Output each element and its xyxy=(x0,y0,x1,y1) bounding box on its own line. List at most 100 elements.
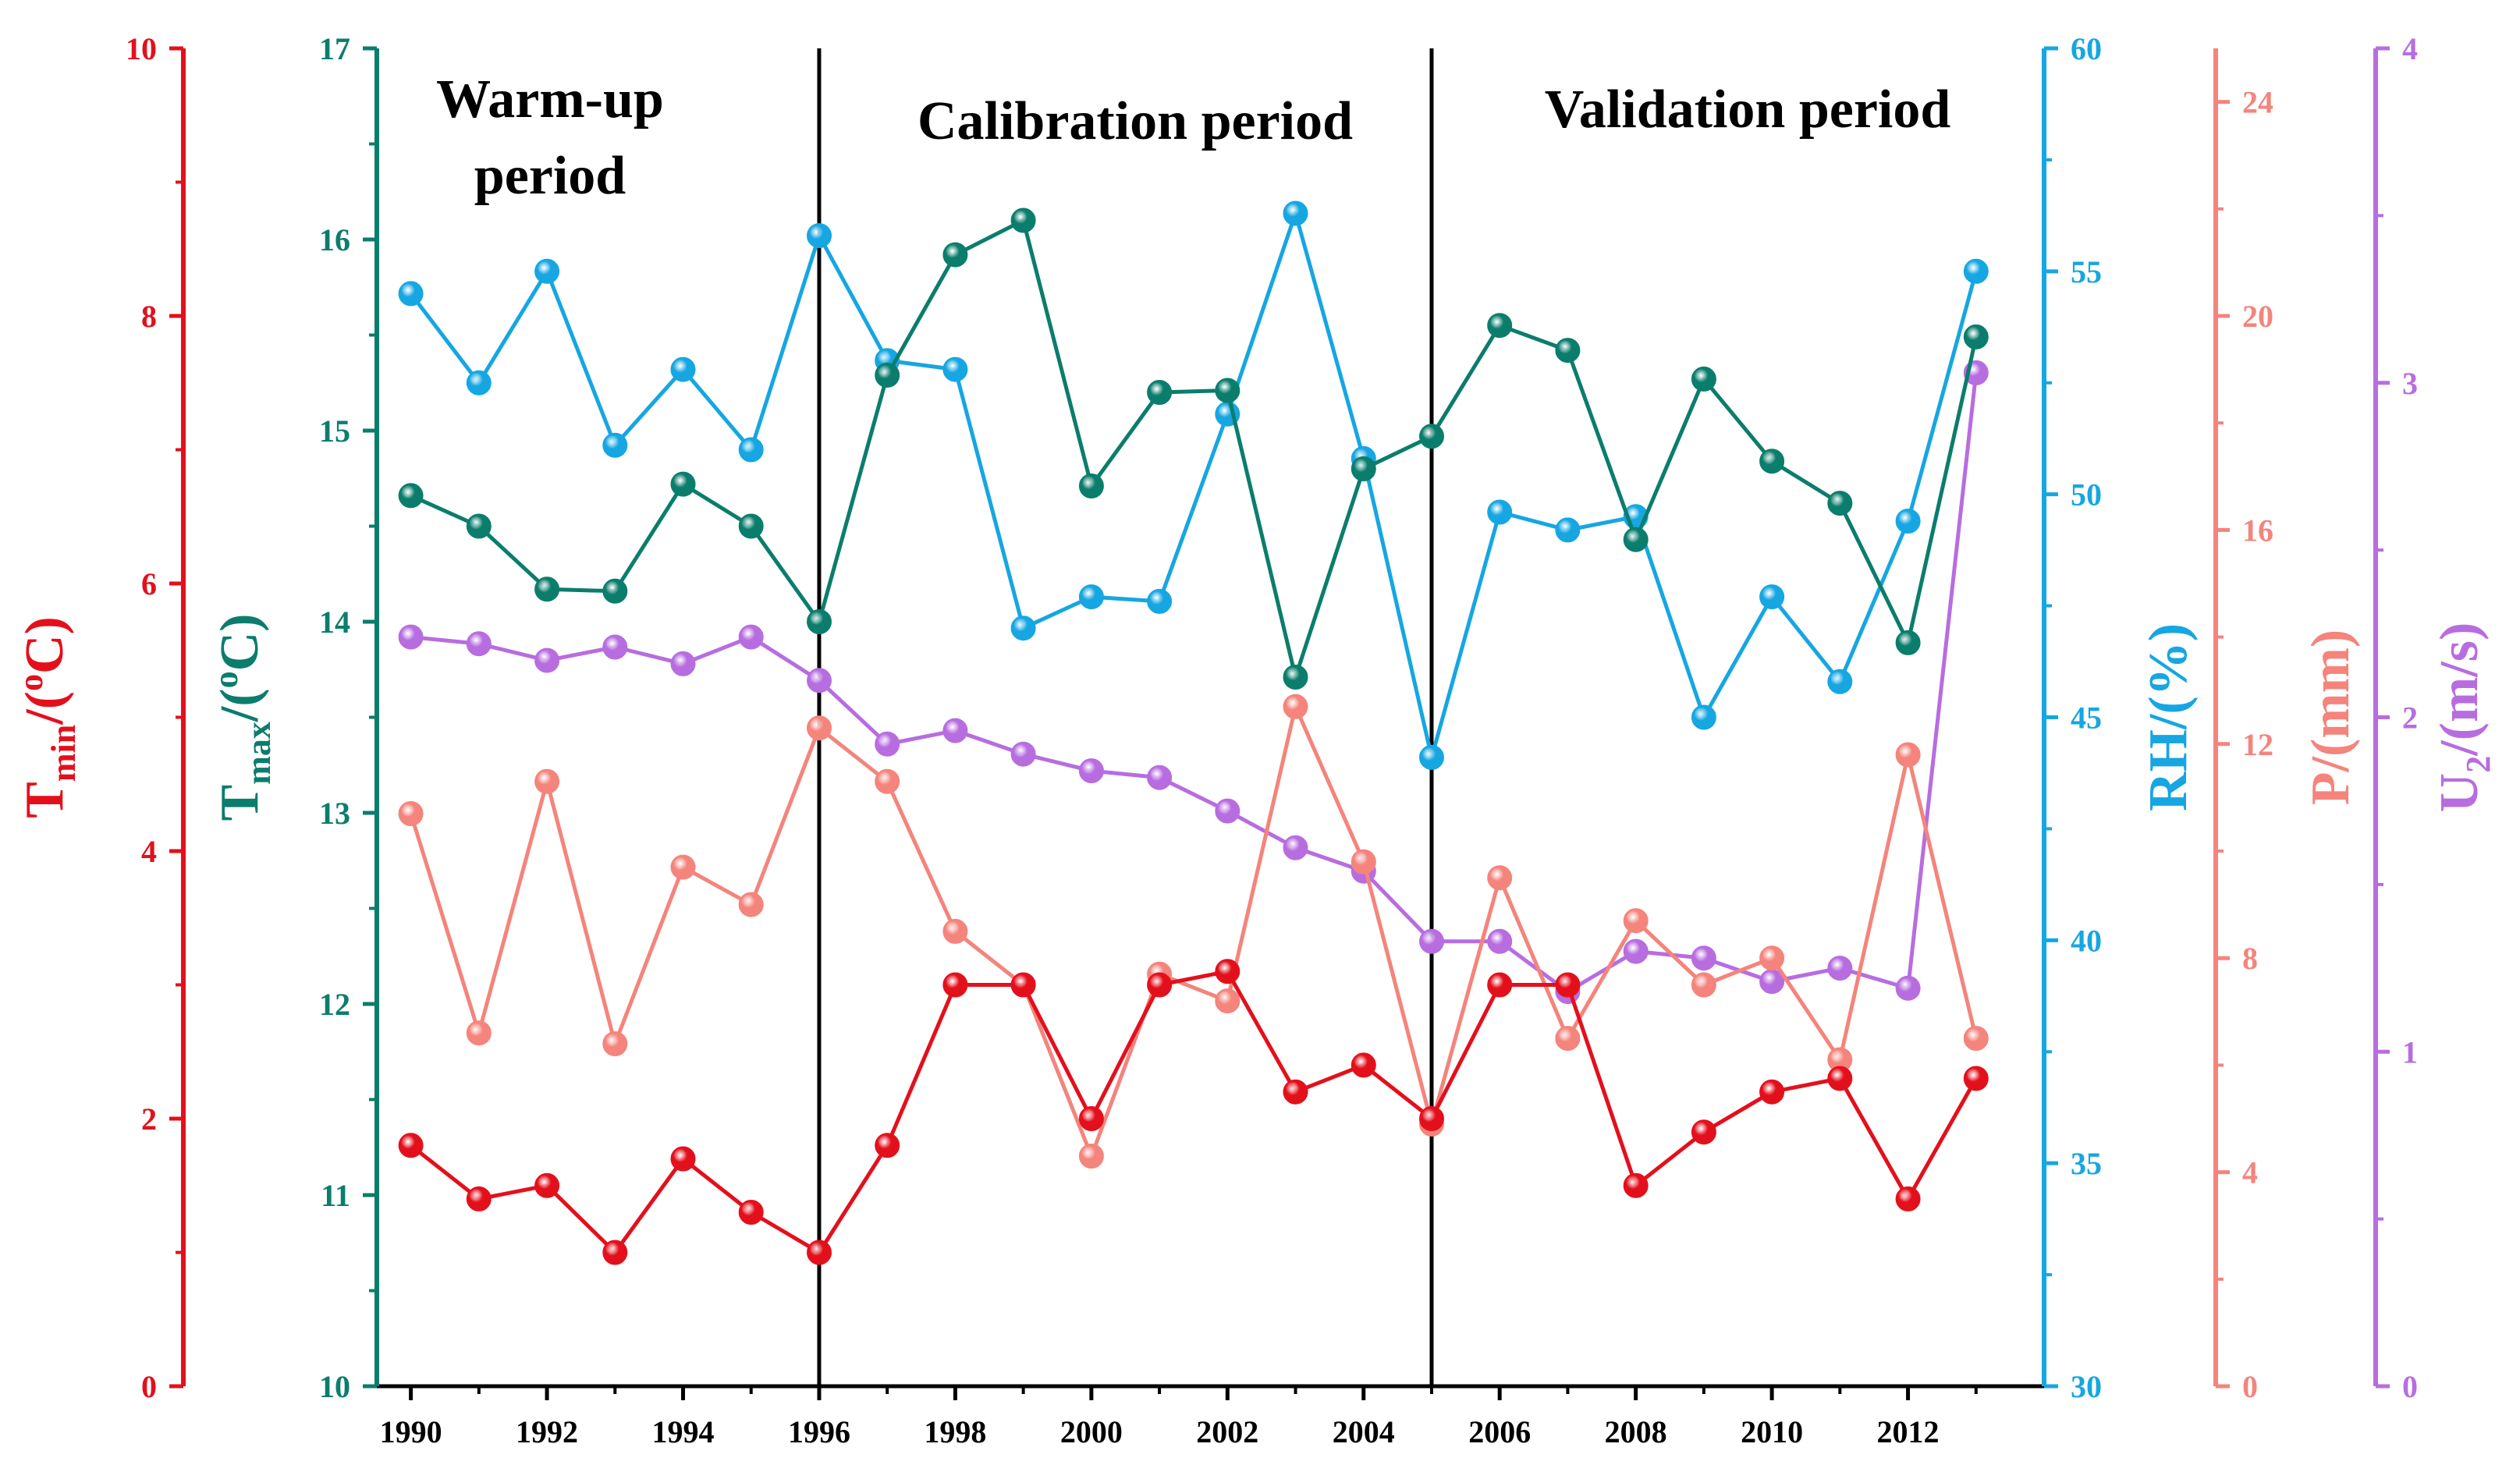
tmax-tick-label: 12 xyxy=(319,987,350,1022)
tmax-point-1996 xyxy=(807,609,832,634)
tmax-tick-label: 10 xyxy=(319,1369,350,1404)
p-point-1990 xyxy=(398,801,424,826)
u2-point-2012 xyxy=(1895,975,1921,1001)
tmax-point-2009 xyxy=(1691,366,1716,392)
tmin-point-2003 xyxy=(1283,1079,1308,1105)
tmin-point-2005 xyxy=(1419,1106,1444,1131)
x-tick-label: 1996 xyxy=(788,1414,850,1449)
x-tick-label: 1994 xyxy=(652,1414,715,1449)
rh-point-2006 xyxy=(1487,499,1513,525)
u2-point-2006 xyxy=(1487,928,1513,954)
p-point-2013 xyxy=(1963,1026,1989,1052)
tmin-point-2001 xyxy=(1147,972,1173,998)
tmax-axis-title: Tmax/(oC) xyxy=(207,614,278,821)
x-axis: 1990 1992 1994 1996 1998 2000 2002 2004 2006 2008… xyxy=(377,1384,2044,1449)
tmin-tick-label: 0 xyxy=(141,1369,157,1404)
p-point-1993 xyxy=(602,1031,628,1056)
rh-tick-label: 45 xyxy=(2071,701,2102,736)
tmin-point-2004 xyxy=(1351,1052,1376,1078)
series-group xyxy=(398,200,1989,1265)
u2-point-1998 xyxy=(942,718,968,743)
p-tick-label: 16 xyxy=(2242,513,2273,548)
u2-point-1994 xyxy=(670,651,696,676)
rh-point-2011 xyxy=(1827,669,1853,694)
tmax-point-2011 xyxy=(1827,491,1853,516)
rh-point-1996 xyxy=(807,223,832,249)
u2-series xyxy=(398,360,1989,1005)
x-tick-label: 2012 xyxy=(1877,1414,1940,1449)
rh-tick-label: 30 xyxy=(2071,1369,2102,1404)
tmin-tick-label: 10 xyxy=(126,31,157,66)
u2-tick-label: 0 xyxy=(2402,1369,2418,1404)
y-axes: 0246810Tmin/(oC)1011121314151617Tmax/(oC… xyxy=(12,31,2497,1404)
u2-axis-title: U2/(m/s) xyxy=(2429,623,2497,813)
tmin-point-1993 xyxy=(602,1240,628,1265)
p-point-2003 xyxy=(1283,693,1308,719)
u2-point-1997 xyxy=(875,731,900,757)
u2-point-2009 xyxy=(1691,945,1716,971)
u2-line xyxy=(410,372,1979,994)
tmax-point-1992 xyxy=(534,576,560,602)
tmin-point-2000 xyxy=(1078,1106,1104,1131)
rh-line xyxy=(409,211,1979,760)
tmax-point-2006 xyxy=(1487,313,1513,339)
tmin-point-1999 xyxy=(1010,972,1036,998)
tmax-point-2010 xyxy=(1759,449,1785,474)
period-label: Calibration period xyxy=(917,91,1353,151)
p-tick-label: 24 xyxy=(2242,85,2273,120)
u2-point-2008 xyxy=(1623,938,1649,964)
tmin-point-2011 xyxy=(1827,1066,1853,1091)
rh-point-2012 xyxy=(1895,509,1921,534)
p-point-2009 xyxy=(1691,972,1716,998)
rh-point-2007 xyxy=(1555,517,1581,543)
tmax-point-2007 xyxy=(1555,338,1581,364)
tmin-point-2007 xyxy=(1555,972,1581,998)
tmin-point-2012 xyxy=(1895,1186,1921,1211)
u2-point-1990 xyxy=(398,624,424,650)
rh-point-2001 xyxy=(1147,588,1173,614)
p-point-2008 xyxy=(1623,908,1649,934)
tmax-tick-label: 16 xyxy=(319,222,350,257)
rh-series xyxy=(398,200,1989,770)
tmax-point-1994 xyxy=(670,471,696,497)
tmin-point-2008 xyxy=(1623,1172,1649,1198)
p-point-2002 xyxy=(1215,988,1240,1014)
x-tick-label: 2008 xyxy=(1605,1414,1667,1449)
tmax-tick-label: 11 xyxy=(321,1178,350,1213)
u2-point-2003 xyxy=(1283,835,1308,860)
rh-tick-label: 60 xyxy=(2071,31,2102,66)
x-tick-label: 2004 xyxy=(1333,1414,1395,1449)
u2-tick-label: 4 xyxy=(2402,31,2418,66)
rh-point-2003 xyxy=(1283,200,1308,226)
p-tick-label: 8 xyxy=(2242,941,2258,976)
x-tick-label: 2000 xyxy=(1060,1414,1123,1449)
tmax-point-2005 xyxy=(1419,424,1444,449)
p-tick-label: 4 xyxy=(2242,1155,2258,1190)
rh-tick-label: 40 xyxy=(2071,923,2102,958)
u2-point-1991 xyxy=(466,631,492,657)
tmin-point-2009 xyxy=(1691,1119,1716,1145)
u2-tick-label: 2 xyxy=(2402,701,2418,736)
u2-point-1995 xyxy=(738,624,764,650)
p-tick-label: 12 xyxy=(2242,727,2273,762)
tmax-point-2001 xyxy=(1147,380,1173,405)
x-tick-label: 2002 xyxy=(1196,1414,1258,1449)
x-tick-label: 1998 xyxy=(924,1414,986,1449)
tmax-point-2000 xyxy=(1078,474,1104,498)
tmax-point-2013 xyxy=(1963,324,1989,349)
tmax-line xyxy=(410,218,1979,679)
u2-point-2000 xyxy=(1078,758,1104,784)
x-tick-label: 1992 xyxy=(516,1414,578,1449)
rh-point-1990 xyxy=(398,281,424,307)
u2-point-1996 xyxy=(807,668,832,693)
tmin-point-1994 xyxy=(670,1146,696,1172)
u2-point-2011 xyxy=(1827,956,1853,981)
tmin-series xyxy=(398,959,1989,1265)
u2-point-2002 xyxy=(1215,798,1240,824)
p-point-2004 xyxy=(1351,849,1376,874)
tmin-tick-label: 2 xyxy=(141,1101,157,1137)
rh-point-2000 xyxy=(1078,584,1104,610)
p-series xyxy=(398,693,1989,1169)
tmax-point-2002 xyxy=(1215,378,1240,403)
